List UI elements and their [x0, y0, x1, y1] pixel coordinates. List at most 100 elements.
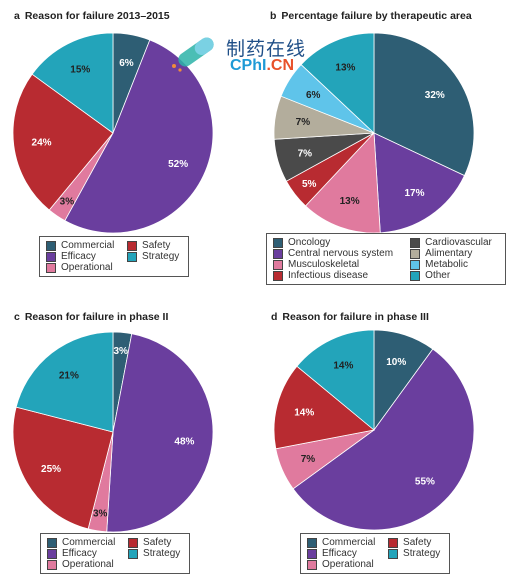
- chart-b-legend-label-central-nervous-system: Central nervous system: [288, 248, 394, 259]
- chart-d-legend-swatch-operational: [307, 559, 317, 570]
- chart-b-letter: b: [270, 10, 277, 22]
- chart-a-legend-swatch-strategy: [127, 251, 138, 262]
- chart-c-legend-swatch-operational: [47, 559, 57, 570]
- chart-d-legend-swatch-strategy: [388, 548, 399, 559]
- chart-a-legend-item-operational: Operational: [46, 262, 117, 273]
- chart-c-title: c Reason for failure in phase II: [14, 311, 168, 323]
- chart-c-legend-label-efficacy: Efficacy: [62, 548, 97, 559]
- chart-d-legend-item-operational: Operational: [307, 559, 378, 570]
- chart-d-label-efficacy: 55%: [415, 476, 435, 487]
- chart-b-legend-item-musculoskeletal: Musculoskeletal: [273, 259, 400, 270]
- chart-b-legend-item-infectious-disease: Infectious disease: [273, 270, 400, 281]
- chart-c-label-efficacy: 48%: [174, 437, 194, 448]
- chart-a-legend-swatch-safety: [127, 240, 138, 251]
- chart-a-legend-swatch-commercial: [46, 240, 56, 251]
- chart-d-legend-label-safety: Safety: [403, 537, 432, 548]
- chart-b-label-central-nervous-system: 17%: [404, 188, 424, 199]
- chart-d-slice-strategy: [296, 329, 375, 431]
- chart-a-letter: a: [14, 10, 20, 22]
- chart-b-legend-swatch-central-nervous-system: [273, 248, 283, 259]
- chart-d-title: d Reason for failure in phase III: [271, 311, 429, 323]
- chart-a-label-safety: 24%: [32, 138, 52, 149]
- chart-b-legend-item-alimentary: Alimentary: [410, 248, 499, 259]
- chart-b-legend-item-central-nervous-system: Central nervous system: [273, 248, 400, 259]
- chart-b-legend-label-infectious-disease: Infectious disease: [288, 270, 369, 281]
- chart-b-slice-other: [300, 32, 375, 134]
- chart-c-label-operational: 3%: [93, 508, 108, 519]
- chart-b-legend-swatch-oncology: [273, 237, 283, 248]
- chart-b-legend-label-alimentary: Alimentary: [425, 248, 473, 259]
- chart-a-legend-label-operational: Operational: [61, 262, 113, 273]
- chart-a-slice-strategy: [31, 32, 114, 134]
- chart-b-legend-swatch-other: [410, 270, 421, 281]
- chart-d-legend-swatch-safety: [388, 537, 399, 548]
- chart-b-legend-label-musculoskeletal: Musculoskeletal: [288, 259, 360, 270]
- chart-a-label-strategy: 15%: [70, 64, 90, 75]
- chart-d-letter: d: [271, 311, 278, 323]
- chart-c-legend-label-strategy: Strategy: [143, 548, 181, 559]
- watermark-en-text: CPhI.CN: [230, 57, 294, 75]
- chart-a-label-operational: 3%: [60, 196, 75, 207]
- chart-b-legend-item-oncology: Oncology: [273, 237, 400, 248]
- watermark-cn-text: 制药在线: [226, 38, 307, 60]
- chart-b-title: b Percentage failure by therapeutic area: [270, 10, 472, 22]
- chart-c-legend-label-operational: Operational: [62, 559, 114, 570]
- chart-b-slice-oncology: [373, 32, 475, 177]
- chart-a-title-text: Reason for failure 2013–2015: [24, 10, 170, 22]
- chart-b-legend-item-other: Other: [410, 270, 499, 281]
- chart-b-legend-swatch-infectious-disease: [273, 270, 283, 281]
- chart-b-legend: Oncology Cardiovascular Central nervous sy…: [266, 233, 506, 285]
- chart-d-slice-efficacy: [292, 348, 475, 531]
- chart-c-label-commercial: 3%: [113, 346, 128, 357]
- chart-b-legend-label-oncology: Oncology: [288, 237, 331, 248]
- chart-b-legend-item-metabolic: Metabolic: [410, 259, 499, 270]
- chart-b-label-infectious-disease: 5%: [302, 179, 317, 190]
- chart-b-label-musculoskeletal: 13%: [340, 196, 360, 207]
- chart-c-letter: c: [14, 311, 20, 323]
- chart-d-label-operational: 7%: [301, 454, 316, 465]
- chart-c-legend-swatch-strategy: [128, 548, 139, 559]
- chart-c-title-text: Reason for failure in phase II: [24, 311, 169, 323]
- chart-d-label-safety: 14%: [294, 408, 314, 419]
- chart-c-legend-swatch-efficacy: [47, 548, 57, 559]
- chart-d-legend-item-strategy: Strategy: [388, 548, 443, 559]
- chart-d-legend-label-commercial: Commercial: [322, 537, 376, 548]
- chart-b-legend-swatch-alimentary: [410, 248, 421, 259]
- chart-d-legend-swatch-efficacy: [307, 548, 317, 559]
- chart-c-legend-item-operational: Operational: [47, 559, 118, 570]
- chart-b-pie: 32% 17% 13% 5% 7% 7% 6% 13%: [273, 32, 475, 234]
- chart-b-label-cardiovascular: 7%: [298, 149, 313, 160]
- chart-d-legend-item-efficacy: Efficacy: [307, 548, 378, 559]
- chart-a-title: a Reason for failure 2013–2015: [14, 10, 170, 22]
- chart-b-label-metabolic: 6%: [306, 90, 321, 101]
- chart-a-label-commercial: 6%: [119, 58, 134, 69]
- chart-b-legend-swatch-cardiovascular: [410, 237, 421, 248]
- chart-d-legend-label-efficacy: Efficacy: [322, 548, 357, 559]
- chart-c-legend-swatch-safety: [128, 537, 139, 548]
- chart-a-legend-label-strategy: Strategy: [142, 251, 180, 262]
- chart-a-slice-safety: [12, 73, 114, 211]
- chart-b-label-oncology: 32%: [425, 90, 445, 101]
- chart-c-slice-efficacy: [106, 333, 214, 533]
- chart-c-label-safety: 25%: [41, 464, 61, 475]
- chart-c-legend-label-safety: Safety: [143, 537, 172, 548]
- chart-c-slice-strategy: [15, 331, 114, 433]
- chart-a-legend-label-efficacy: Efficacy: [61, 251, 96, 262]
- chart-a-legend-item-strategy: Strategy: [127, 251, 182, 262]
- chart-c-pie: 3% 48% 3% 25% 21%: [12, 331, 214, 533]
- chart-c-legend-item-commercial: Commercial: [47, 537, 118, 548]
- chart-a-legend-label-commercial: Commercial: [61, 240, 115, 251]
- chart-c-legend-item-strategy: Strategy: [128, 548, 183, 559]
- chart-b-legend-label-other: Other: [425, 270, 451, 281]
- chart-d-pie: 10% 55% 7% 14% 14%: [273, 329, 475, 531]
- chart-a-legend-item-safety: Safety: [127, 240, 182, 251]
- chart-b-title-text: Percentage failure by therapeutic area: [281, 10, 472, 22]
- chart-a-legend: Commercial Safety Efficacy Strategy Operatio…: [39, 236, 189, 277]
- chart-a-legend-item-commercial: Commercial: [46, 240, 117, 251]
- chart-b-legend-swatch-metabolic: [410, 259, 421, 270]
- cphi-watermark-logo: 制药在线 CPhI.CN: [168, 30, 318, 80]
- chart-b-legend-label-cardiovascular: Cardiovascular: [425, 237, 492, 248]
- chart-b-label-other: 13%: [335, 62, 355, 73]
- chart-a-legend-label-safety: Safety: [142, 240, 171, 251]
- capsule-logo-icon: [172, 37, 214, 72]
